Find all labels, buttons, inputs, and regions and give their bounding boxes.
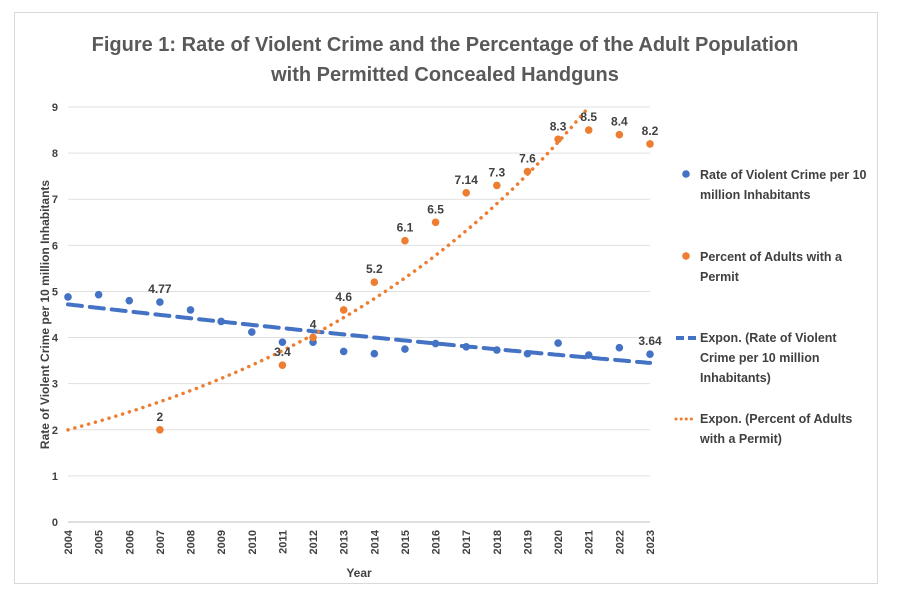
data-label: 3.64	[638, 334, 662, 348]
data-label: 4	[310, 318, 317, 332]
data-label: 2	[157, 410, 164, 424]
crime-point	[125, 296, 134, 305]
x-tick-label: 2013	[339, 530, 351, 554]
crime-point	[217, 317, 225, 326]
crime-point	[186, 306, 195, 314]
legend-label: Expon. (Percent of Adults with a Permit)	[700, 412, 853, 446]
x-tick-label: 2008	[186, 530, 198, 554]
y-tick-label: 4	[52, 333, 59, 345]
data-label: 7.14	[455, 173, 479, 187]
permit-point	[523, 167, 532, 176]
legend-label: Expon. (Rate of Violent Crime per 10 mil…	[700, 331, 837, 385]
x-tick-label: 2022	[614, 530, 626, 554]
crime-point	[431, 339, 440, 348]
x-tick-label: 2005	[94, 530, 106, 554]
data-label: 8.5	[580, 110, 597, 124]
crime-point	[615, 343, 624, 352]
data-label: 3.4	[274, 345, 291, 359]
x-tick-label: 2020	[553, 530, 565, 554]
legend-label: Percent of Adults with a Permit	[700, 250, 842, 284]
title-line-1: Figure 1: Rate of Violent Crime and the …	[91, 34, 799, 56]
x-tick-label: 2017	[461, 530, 473, 554]
permit-point	[646, 140, 654, 148]
x-tick-label: 2011	[277, 530, 289, 554]
permit-point	[584, 126, 593, 134]
crime-point	[554, 339, 562, 347]
crime-point	[247, 328, 256, 336]
y-tick-label: 1	[52, 471, 58, 483]
x-tick-label: 2019	[522, 530, 534, 554]
crime-point	[401, 345, 409, 353]
crime-point	[462, 342, 471, 351]
permit-point	[309, 333, 317, 342]
crime-point	[64, 293, 72, 301]
chart-title: Figure 1: Rate of Violent Crime and the …	[60, 30, 830, 90]
x-tick-label: 2014	[369, 529, 381, 554]
data-label: 6.5	[427, 202, 444, 216]
x-tick-label: 2015	[400, 530, 412, 554]
permit-point	[401, 236, 409, 245]
data-label: 4.77	[148, 282, 172, 296]
y-tick-label: 2	[52, 425, 58, 437]
x-tick-label: 2004	[63, 529, 75, 554]
permit-point	[431, 218, 440, 227]
y-tick-label: 6	[52, 240, 58, 252]
legend-item-permit-trend: Expon. (Percent of Adults with a Permit)	[700, 409, 870, 449]
y-tick-label: 7	[52, 194, 58, 206]
permit-point	[554, 135, 562, 144]
y-axis-label: Rate of Violent Crime per 10 million Inh…	[38, 180, 52, 449]
permit-point	[370, 278, 379, 287]
crime-point	[493, 346, 501, 354]
x-tick-label: 2006	[124, 530, 136, 554]
legend-marker-crime	[682, 170, 690, 178]
legend-item-permit: Percent of Adults with a Permit	[700, 247, 870, 287]
data-label: 5.2	[366, 262, 383, 276]
y-tick-label: 9	[52, 102, 58, 114]
data-label: 6.1	[397, 221, 414, 235]
data-label: 7.6	[519, 152, 536, 166]
permit-point	[615, 130, 624, 139]
data-label: 7.3	[488, 165, 505, 179]
x-tick-label: 2018	[492, 530, 504, 554]
legend-item-crime: Rate of Violent Crime per 10 million Inh…	[700, 165, 870, 205]
x-tick-label: 2010	[247, 530, 259, 554]
crime-point	[278, 338, 287, 346]
legend-label: Rate of Violent Crime per 10 million Inh…	[700, 168, 867, 202]
y-tick-label: 0	[52, 517, 58, 529]
x-tick-label: 2012	[308, 530, 320, 554]
crime-point	[584, 351, 593, 359]
x-tick-label: 2023	[645, 530, 657, 554]
data-label: 8.2	[642, 124, 659, 138]
crime-point	[94, 290, 103, 299]
permit-point	[339, 306, 348, 314]
x-tick-label: 2021	[584, 530, 596, 554]
x-tick-label: 2007	[155, 530, 167, 554]
x-axis-label: Year	[346, 566, 372, 580]
crime-point	[646, 350, 654, 358]
legend-marker-permit	[682, 252, 690, 260]
permit-point	[278, 361, 287, 370]
data-label: 8.3	[550, 119, 567, 133]
permit-point	[493, 181, 501, 190]
trendline-crime	[66, 302, 652, 365]
title-line-2: with Permitted Concealed Handguns	[271, 64, 619, 86]
permit-point	[156, 425, 164, 434]
trendline-permit	[66, 105, 591, 432]
y-tick-label: 8	[52, 148, 58, 160]
data-label: 8.4	[611, 115, 628, 129]
crime-point	[339, 347, 348, 356]
x-tick-label: 2009	[216, 530, 228, 554]
x-tick-label: 2016	[431, 530, 443, 554]
data-label: 4.6	[335, 290, 352, 304]
crime-point	[370, 349, 379, 358]
permit-point	[462, 188, 471, 197]
y-tick-label: 3	[52, 379, 58, 391]
legend-item-crime-trend: Expon. (Rate of Violent Crime per 10 mil…	[700, 328, 870, 388]
crime-point	[523, 349, 532, 358]
crime-point	[156, 298, 164, 306]
y-tick-label: 5	[52, 286, 58, 298]
